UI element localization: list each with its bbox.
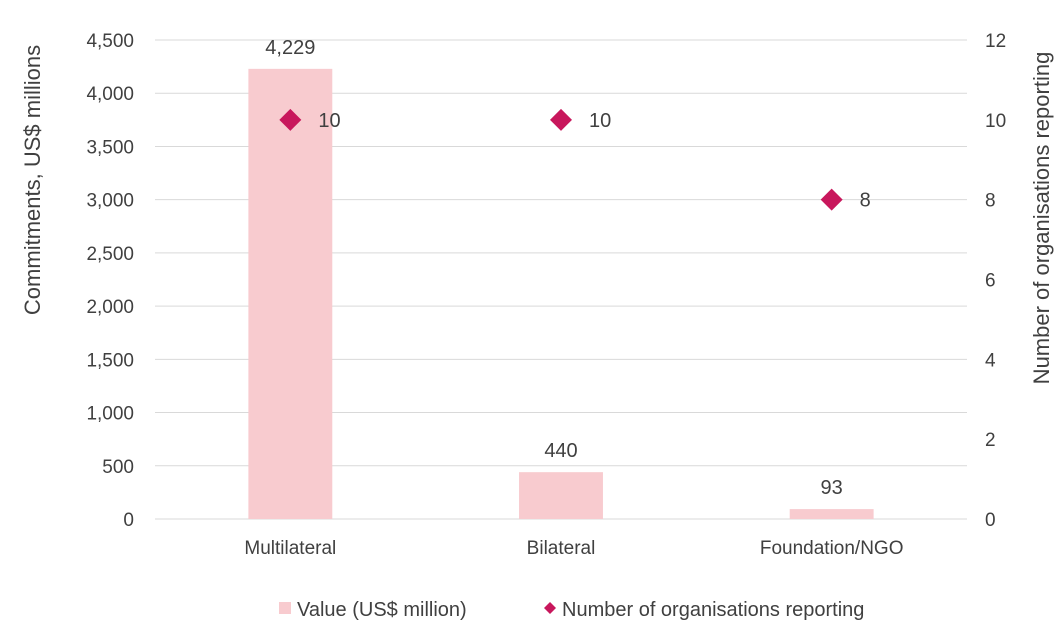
bar-value-label: 93	[821, 477, 843, 499]
right-axis-ticks: 0 2 4 6 8 10 12	[985, 31, 1006, 531]
y2-tick-label: 8	[985, 191, 996, 212]
y-tick-label: 0	[123, 510, 134, 531]
x-tick-label: Multilateral	[244, 538, 336, 559]
marker-value-label: 8	[860, 190, 871, 212]
diamond-marker	[279, 108, 302, 131]
bar-value-label: 440	[544, 440, 577, 462]
right-axis-title: Number of organisations reporting	[1029, 52, 1054, 385]
y-tick-label: 4,500	[86, 31, 134, 52]
y-tick-label: 4,000	[86, 84, 134, 105]
y2-tick-label: 2	[985, 430, 996, 451]
y2-tick-label: 10	[985, 111, 1006, 132]
bar-series	[248, 68, 874, 520]
x-tick-label: Bilateral	[527, 538, 596, 559]
marker-series	[279, 108, 843, 211]
y2-tick-label: 6	[985, 271, 996, 292]
y2-tick-label: 0	[985, 510, 996, 531]
y-tick-label: 1,000	[86, 404, 134, 425]
y-tick-label: 1,500	[86, 350, 134, 371]
legend: Value (US$ million) Number of organisati…	[279, 599, 864, 621]
y-tick-label: 3,500	[86, 137, 134, 158]
bar	[248, 68, 333, 520]
legend-label-value: Value (US$ million)	[297, 599, 467, 621]
category-axis-ticks: Multilateral Bilateral Foundation/NGO	[244, 538, 903, 559]
marker-value-label: 10	[318, 110, 340, 132]
left-axis-title: Commitments, US$ millions	[20, 45, 45, 315]
diamond-marker	[820, 188, 843, 211]
marker-value-label: 10	[589, 110, 611, 132]
y-tick-label: 500	[102, 457, 134, 478]
bar	[519, 472, 603, 519]
legend-swatch-value	[279, 602, 291, 614]
y2-tick-label: 12	[985, 31, 1006, 52]
legend-label-organisations: Number of organisations reporting	[562, 599, 864, 621]
x-tick-label: Foundation/NGO	[760, 538, 904, 559]
y-tick-label: 3,000	[86, 191, 134, 212]
bar-value-label: 4,229	[265, 37, 315, 59]
y2-tick-label: 4	[985, 350, 996, 371]
data-labels: 4,229 440 93 10 10 8	[265, 37, 870, 499]
y-tick-label: 2,000	[86, 297, 134, 318]
left-axis-ticks: 0 500 1,000 1,500 2,000 2,500 3,000 3,500 4,000 4…	[86, 31, 134, 531]
bar	[789, 509, 874, 519]
legend-diamond-icon	[544, 602, 556, 614]
diamond-marker	[550, 108, 572, 131]
y-tick-label: 2,500	[86, 244, 134, 265]
